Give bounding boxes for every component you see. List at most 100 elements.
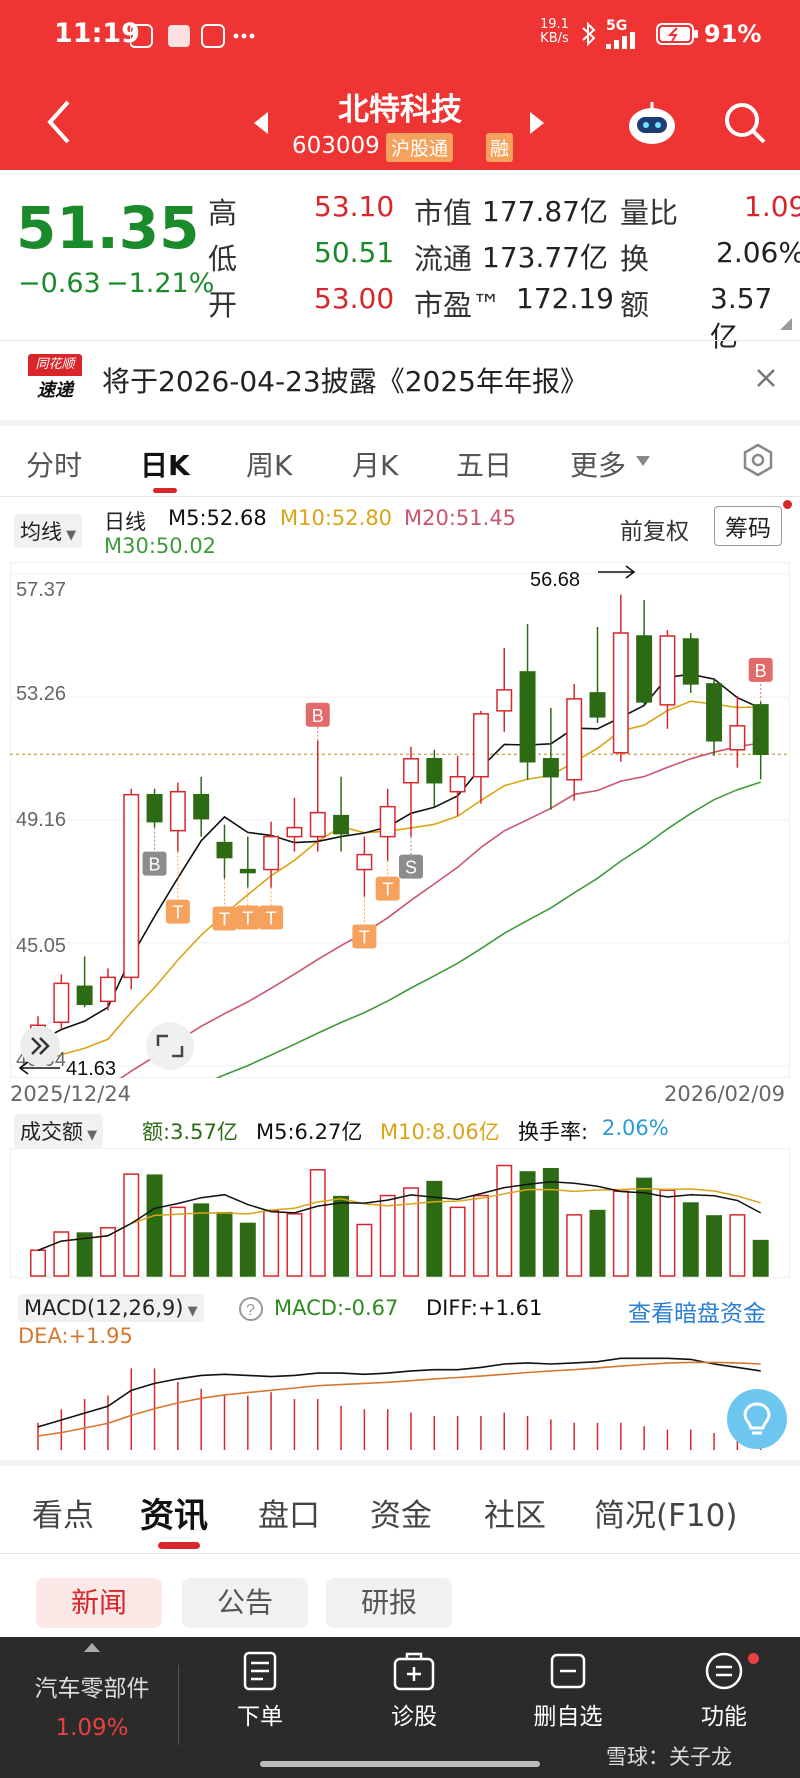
candle xyxy=(729,725,746,751)
remove-watchlist-button[interactable]: 删自选 xyxy=(528,1651,608,1731)
signal-label: T xyxy=(242,909,253,929)
tab-weekly-k[interactable]: 周K xyxy=(246,449,293,482)
tab-community[interactable]: 社区 xyxy=(484,1498,546,1534)
turnover-rate-label: 换手率: xyxy=(518,1120,589,1144)
signal-label: T xyxy=(172,903,183,923)
tab-f10[interactable]: 简况(F10) xyxy=(594,1498,738,1534)
macd-chart xyxy=(10,1352,790,1452)
volume-bar xyxy=(169,1206,186,1277)
max-arrow-icon xyxy=(598,565,636,579)
volume-bar xyxy=(99,1226,116,1277)
notice-close-button[interactable] xyxy=(756,368,776,392)
pe-label: 市盈™ xyxy=(414,288,502,322)
volume-bar xyxy=(76,1232,93,1277)
signal-badge xyxy=(305,702,330,727)
battery-icon xyxy=(656,22,700,50)
candle xyxy=(472,713,489,778)
candle xyxy=(449,775,466,793)
candle xyxy=(612,632,629,754)
signal-badge xyxy=(399,854,423,879)
high-label: 高 xyxy=(208,196,238,230)
prev-stock-button[interactable] xyxy=(252,110,270,140)
candle xyxy=(682,638,699,685)
tab-capital[interactable]: 资金 xyxy=(370,1498,432,1534)
app-header: 11:19 19.1 KB/s 5G 91% 北特科技 603009 沪股通 融 xyxy=(0,0,800,170)
search-icon xyxy=(725,103,766,144)
kline-candles xyxy=(30,594,769,1046)
candle xyxy=(123,793,140,979)
volume-bar xyxy=(356,1223,373,1277)
chips-button[interactable]: 筹码 xyxy=(714,506,782,546)
date-start: 2025/12/24 xyxy=(10,1082,132,1106)
subtab-news[interactable]: 新闻 xyxy=(36,1578,162,1628)
order-button[interactable]: 下单 xyxy=(220,1651,300,1731)
tab-daily-k[interactable]: 日K xyxy=(140,449,190,482)
diagnose-button[interactable]: 诊股 xyxy=(374,1651,454,1731)
dark-pool-link[interactable]: 查看暗盘资金 xyxy=(628,1301,766,1327)
notice-badge: 同花顺 速递 xyxy=(28,354,82,404)
notice-badge-bottom: 速递 xyxy=(28,376,82,402)
candle xyxy=(263,835,280,871)
open-label: 开 xyxy=(208,288,238,322)
adjust-mode-button[interactable]: 前复权 xyxy=(620,519,689,545)
back-arrow-icon xyxy=(47,100,70,144)
volume-bar xyxy=(146,1174,163,1277)
volume-bar xyxy=(53,1231,70,1277)
volume-bar xyxy=(566,1214,583,1277)
tab-five-day[interactable]: 五日 xyxy=(456,449,513,482)
macd-bars xyxy=(37,1368,762,1450)
float-value: 173.77亿 xyxy=(482,241,608,274)
tips-button[interactable] xyxy=(726,1388,788,1454)
ma-line-m10 xyxy=(37,700,761,1064)
min-price-label: 41.63 xyxy=(66,1058,116,1078)
notice-text[interactable]: 将于2026-04-23披露《2025年年报》 xyxy=(102,365,588,398)
dropdown-icon: ▼ xyxy=(62,528,77,543)
y-tick-2: 53.26 xyxy=(16,683,66,705)
volume-selector[interactable]: 成交额 ▼ xyxy=(14,1114,104,1148)
volume-bar xyxy=(286,1213,303,1277)
macd-help-button[interactable]: ? xyxy=(238,1296,264,1326)
candle xyxy=(542,758,559,778)
candle xyxy=(216,841,233,859)
function-label: 功能 xyxy=(701,1704,747,1730)
tab-more[interactable]: 更多 xyxy=(570,449,627,482)
stock-tag: 沪股通 xyxy=(386,133,454,162)
tab-news-indicator xyxy=(158,1542,200,1549)
robot-assistant-button[interactable] xyxy=(627,98,677,152)
notice-badge-top: 同花顺 xyxy=(28,354,82,376)
tab-news[interactable]: 资讯 xyxy=(140,1496,208,1536)
subtab-research[interactable]: 研报 xyxy=(326,1578,452,1628)
turnover-value: 2.06% xyxy=(716,236,800,269)
ma-line-m5 xyxy=(37,673,762,1043)
candle xyxy=(169,790,186,832)
triangle-left-icon xyxy=(254,112,268,134)
turnover-label: 换 xyxy=(620,242,650,276)
macd-value: MACD:-0.67 xyxy=(274,1296,399,1320)
subtab-announcements[interactable]: 公告 xyxy=(182,1578,308,1628)
ma-selector[interactable]: 均线 ▼ xyxy=(14,514,83,548)
fullscreen-button[interactable] xyxy=(146,1022,194,1070)
macd-diff-line xyxy=(37,1357,761,1428)
status-time: 11:19 xyxy=(54,18,140,49)
tab-monthly-k[interactable]: 月K xyxy=(352,449,399,482)
search-button[interactable] xyxy=(722,100,768,150)
function-dot-icon xyxy=(748,1653,759,1664)
tab-active-indicator xyxy=(153,488,177,493)
tab-orderbook[interactable]: 盘口 xyxy=(258,1498,320,1534)
collapse-button[interactable] xyxy=(20,1026,60,1066)
function-button[interactable]: 功能 xyxy=(684,1651,764,1731)
volume-bar xyxy=(426,1180,443,1277)
volume-ma-line xyxy=(37,1181,762,1251)
tab-highlights[interactable]: 看点 xyxy=(32,1498,94,1534)
back-button[interactable] xyxy=(44,98,74,150)
tab-intraday[interactable]: 分时 xyxy=(26,449,83,482)
settings-hexagon-icon xyxy=(743,443,773,477)
sector-name[interactable]: 汽车零部件 xyxy=(34,1676,150,1702)
next-stock-button[interactable] xyxy=(528,110,546,140)
diagnose-label: 诊股 xyxy=(391,1704,437,1730)
chart-settings-button[interactable] xyxy=(740,442,776,482)
candle xyxy=(379,805,396,838)
macd-selector[interactable]: MACD(12,26,9) ▼ xyxy=(18,1294,204,1322)
expand-corner-icon[interactable] xyxy=(780,318,792,330)
